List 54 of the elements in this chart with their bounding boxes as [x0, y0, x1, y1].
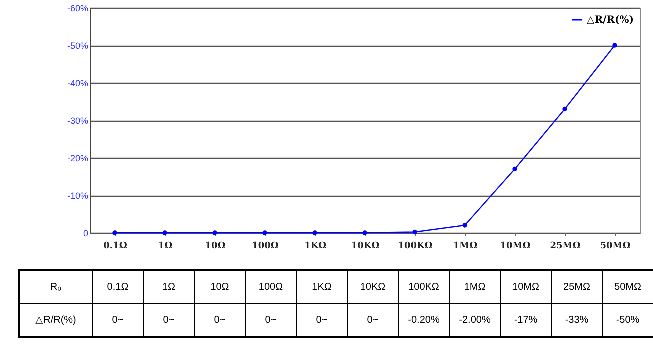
point: [312, 230, 318, 236]
y-tick-label: -60%: [67, 4, 88, 14]
point: [512, 166, 518, 172]
x-tick-label: 1MΩ: [453, 242, 478, 252]
point: [362, 230, 368, 236]
point: [462, 223, 468, 228]
category-label: 25MΩ: [564, 282, 590, 292]
data-label: 0~: [92, 304, 144, 337]
text: △R/R(%): [36, 315, 76, 326]
data-label: -2.00%: [450, 304, 500, 337]
point: [412, 230, 418, 235]
category-label: 100KΩ: [408, 282, 440, 292]
category-label: 1Ω: [162, 282, 176, 292]
point: [112, 230, 118, 236]
x-tick-label: 100Ω: [252, 242, 279, 252]
data-label: -17%: [500, 304, 552, 337]
category-label: 10MΩ: [512, 282, 540, 292]
y-tick-label: -50%: [67, 41, 88, 51]
x-tick-label: 100KΩ: [398, 242, 433, 252]
data-label: 0~: [194, 304, 246, 337]
x-tick-label: 10MΩ: [500, 242, 531, 252]
y-tick-label: -20%: [67, 154, 88, 164]
y-tick-label: -30%: [67, 116, 88, 126]
point: [612, 43, 618, 48]
category-label: 10Ω: [210, 282, 230, 292]
data-label: 0~: [296, 304, 348, 337]
data-label: 0~: [348, 304, 398, 337]
x-tick-label: 0.1Ω: [104, 242, 128, 252]
category-label: 1MΩ: [464, 282, 486, 292]
category-label: 50MΩ: [614, 282, 642, 292]
point: [562, 106, 568, 112]
category-label: 100Ω: [258, 282, 284, 292]
x-tick-label: 50MΩ: [600, 242, 631, 252]
x-tick-label: 1Ω: [158, 242, 173, 252]
point: [212, 230, 218, 236]
y-tick-label: -40%: [67, 78, 88, 88]
y-tick-label: -10%: [67, 191, 88, 201]
data-label: -0.20%: [398, 304, 450, 337]
y-tick-label: 0: [83, 228, 88, 238]
x-tick-label: 25MΩ: [550, 242, 581, 252]
category-label: 0.1Ω: [107, 282, 129, 292]
data-label: -33%: [552, 304, 602, 337]
x-tick-label: 10KΩ: [351, 242, 380, 252]
x-tick-label: 10Ω: [205, 242, 226, 252]
point: [262, 230, 268, 236]
data-label: -50%: [602, 304, 653, 337]
x-axis-title: R₀: [19, 270, 92, 304]
legend-label: △R/R(%): [587, 15, 634, 26]
point: [162, 230, 168, 236]
data-label: 0~: [144, 304, 194, 337]
data-label: 0~: [246, 304, 296, 337]
x-tick-label: 1KΩ: [304, 242, 327, 252]
category-label: 1KΩ: [312, 282, 332, 292]
category-label: 10KΩ: [360, 282, 386, 292]
